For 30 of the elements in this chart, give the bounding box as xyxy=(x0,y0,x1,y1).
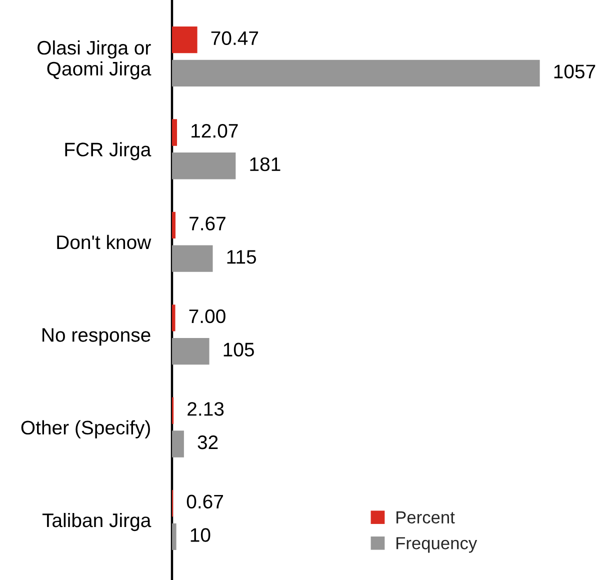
y-tick-label: No response xyxy=(42,328,150,346)
data-label: 181 xyxy=(250,157,280,172)
data-label: 115 xyxy=(227,250,256,264)
bar xyxy=(172,523,176,550)
data-label: 2.13 xyxy=(188,402,224,416)
y-tick-label: Don't know xyxy=(57,234,152,250)
data-label: 1057 xyxy=(554,64,596,78)
bar xyxy=(172,119,178,146)
bar xyxy=(172,60,540,87)
y-tick-label: FCR Jirga xyxy=(65,142,152,160)
bar xyxy=(172,26,198,54)
data-label: 12.07 xyxy=(192,124,238,138)
legend-label: Percent xyxy=(396,511,455,524)
data-label: 32 xyxy=(198,435,218,450)
data-label: 7.00 xyxy=(189,309,226,324)
bar xyxy=(172,430,184,458)
bar xyxy=(172,212,176,239)
bar xyxy=(172,338,210,365)
y-tick-label: Other (Specify) xyxy=(21,420,150,438)
data-label: 10 xyxy=(190,528,210,542)
bar xyxy=(172,152,236,180)
bar xyxy=(172,304,176,332)
y-tick-label: Taliban Jirga xyxy=(42,512,152,532)
data-label: 0.67 xyxy=(186,494,223,509)
bar xyxy=(172,245,213,272)
data-label: 7.67 xyxy=(190,216,226,230)
data-label: 70.47 xyxy=(211,31,258,46)
legend-label: Frequency xyxy=(396,537,478,553)
data-label: 105 xyxy=(224,342,254,357)
y-tick-label: Olasi Jirga or Qaomi Jirga xyxy=(38,40,152,80)
